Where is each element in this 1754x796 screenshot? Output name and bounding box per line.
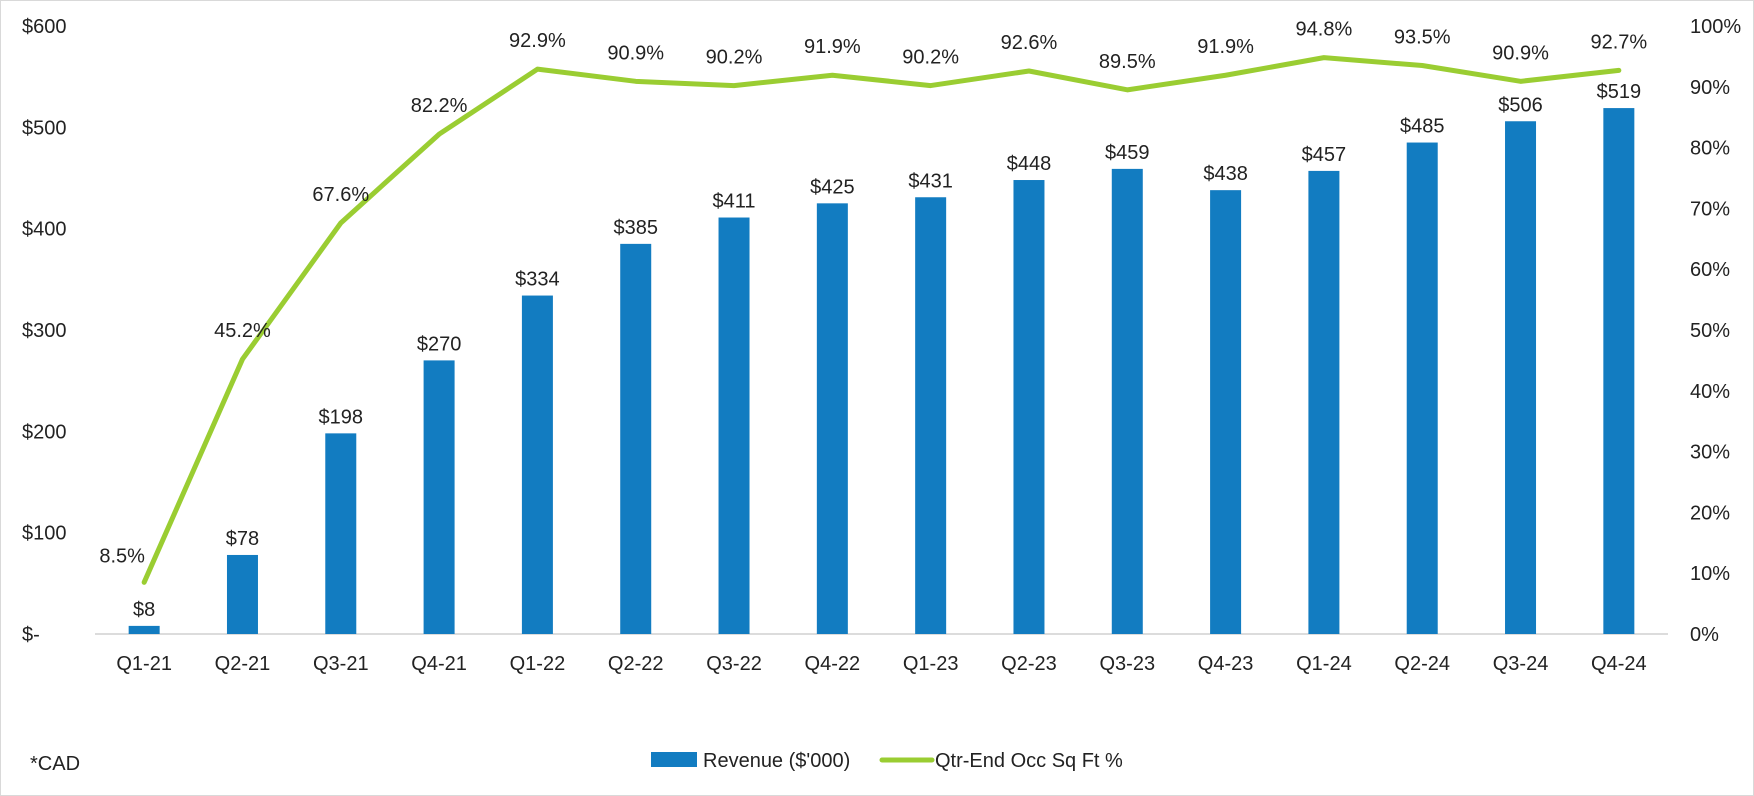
revenue-data-label: $506 [1498, 94, 1543, 116]
right-tick-label: 70% [1690, 198, 1730, 220]
right-axis: 0% 10% 20% 30% 40% 50% 60% 70% 80% 90% 100% [1690, 16, 1741, 646]
revenue-bar [128, 625, 160, 634]
x-tick-label: Q3-23 [1099, 653, 1155, 675]
revenue-bar [620, 243, 652, 634]
revenue-data-label: $334 [515, 269, 560, 291]
occupancy-line-path [141, 55, 1622, 585]
occupancy-data-label: 90.9% [607, 42, 664, 64]
revenue-bar [1210, 190, 1242, 634]
x-tick-label: Q4-23 [1198, 653, 1254, 675]
right-tick-label: 10% [1690, 563, 1730, 585]
x-tick-label: Q3-22 [706, 653, 762, 675]
revenue-bar [226, 554, 258, 634]
occupancy-data-label: 92.7% [1590, 31, 1647, 53]
right-tick-label: 30% [1690, 442, 1730, 464]
occupancy-data-label: 91.9% [1197, 36, 1254, 58]
revenue-bar [325, 433, 357, 634]
legend: Revenue ($'000) Qtr-End Occ Sq Ft % [651, 750, 1123, 772]
right-tick-label: 50% [1690, 320, 1730, 342]
x-tick-label: Q3-24 [1493, 653, 1549, 675]
revenue-bar [1505, 121, 1537, 634]
x-tick-label: Q2-23 [1001, 653, 1057, 675]
revenue-data-label: $438 [1203, 163, 1248, 185]
revenue-bar [1603, 108, 1635, 634]
left-axis: $- $100 $200 $300 $400 $500 $600 [22, 16, 67, 646]
revenue-bar [816, 203, 848, 635]
revenue-bar [718, 217, 750, 634]
left-tick-label: $- [22, 624, 40, 646]
right-tick-label: 80% [1690, 138, 1730, 160]
x-tick-label: Q1-24 [1296, 653, 1352, 675]
occupancy-data-label: 67.6% [312, 184, 369, 206]
right-tick-label: 20% [1690, 502, 1730, 524]
x-tick-label: Q4-24 [1591, 653, 1647, 675]
revenue-data-label: $425 [810, 176, 855, 198]
left-tick-label: $600 [22, 16, 67, 38]
legend-revenue-label: Revenue ($'000) [703, 750, 850, 772]
right-tick-label: 0% [1690, 624, 1719, 646]
revenue-data-label: $448 [1007, 153, 1052, 175]
revenue-bar [1111, 168, 1143, 634]
x-tick-label: Q2-24 [1394, 653, 1450, 675]
occupancy-data-label: 8.5% [99, 545, 145, 567]
revenue-data-label: $385 [613, 217, 658, 239]
occupancy-data-label: 90.9% [1492, 42, 1549, 64]
occupancy-data-label: 94.8% [1296, 19, 1353, 41]
occupancy-data-label: 89.5% [1099, 51, 1156, 73]
x-tick-label: Q3-21 [313, 653, 369, 675]
footnote-text: *CAD [30, 753, 80, 775]
revenue-bar [423, 360, 455, 634]
legend-revenue-swatch [651, 752, 697, 767]
revenue-data-label: $519 [1597, 81, 1642, 103]
revenue-bar [915, 197, 947, 634]
occupancy-data-label: 91.9% [804, 36, 861, 58]
revenue-bar [1308, 170, 1340, 634]
right-tick-label: 40% [1690, 381, 1730, 403]
revenue-data-label: $431 [908, 170, 953, 192]
x-axis: Q1-21 Q2-21 Q3-21 Q4-21 Q1-22 Q2-22 Q3-22 Q4-22… [95, 633, 1668, 675]
right-tick-label: 60% [1690, 259, 1730, 281]
occupancy-data-label: 92.6% [1001, 32, 1058, 54]
x-tick-label: Q4-21 [411, 653, 467, 675]
x-tick-label: Q1-21 [116, 653, 172, 675]
occupancy-line: 8.5% 45.2% 67.6% 82.2% 92.9% 90.9% 90.2% 91.9% 9… [99, 19, 1647, 585]
x-tick-label: Q1-23 [903, 653, 959, 675]
revenue-bar [1406, 142, 1438, 635]
revenue-data-label: $459 [1105, 142, 1150, 164]
occupancy-data-label: 92.9% [509, 30, 566, 52]
occupancy-data-label: 90.2% [706, 47, 763, 69]
revenue-data-label: $270 [417, 333, 462, 355]
right-tick-label: 90% [1690, 77, 1730, 99]
left-tick-label: $400 [22, 219, 67, 241]
revenue-data-label: $411 [713, 191, 756, 213]
revenue-data-label: $485 [1400, 116, 1445, 138]
left-tick-label: $200 [22, 421, 67, 443]
x-tick-label: Q2-21 [215, 653, 271, 675]
revenue-data-label: $8 [133, 599, 155, 621]
revenue-bar [521, 295, 553, 634]
revenue-bars: $8 $78 $198 $270 $334 $385 $411 $425 $431 $448 $45… [128, 81, 1642, 635]
revenue-data-label: $198 [319, 406, 364, 428]
right-tick-label: 100% [1690, 16, 1741, 38]
x-tick-label: Q4-22 [805, 653, 861, 675]
revenue-data-label: $457 [1302, 144, 1347, 166]
left-tick-label: $300 [22, 320, 67, 342]
occupancy-data-label: 93.5% [1394, 27, 1451, 49]
left-tick-label: $100 [22, 523, 67, 545]
revenue-data-label: $78 [226, 528, 259, 550]
left-tick-label: $500 [22, 117, 67, 139]
revenue-bar [1013, 180, 1045, 634]
occupancy-data-label: 90.2% [902, 47, 959, 69]
legend-occupancy-label: Qtr-End Occ Sq Ft % [935, 750, 1123, 772]
x-tick-label: Q1-22 [510, 653, 566, 675]
occupancy-data-label: 82.2% [411, 95, 468, 117]
x-tick-label: Q2-22 [608, 653, 664, 675]
occupancy-data-label: 45.2% [214, 320, 271, 342]
